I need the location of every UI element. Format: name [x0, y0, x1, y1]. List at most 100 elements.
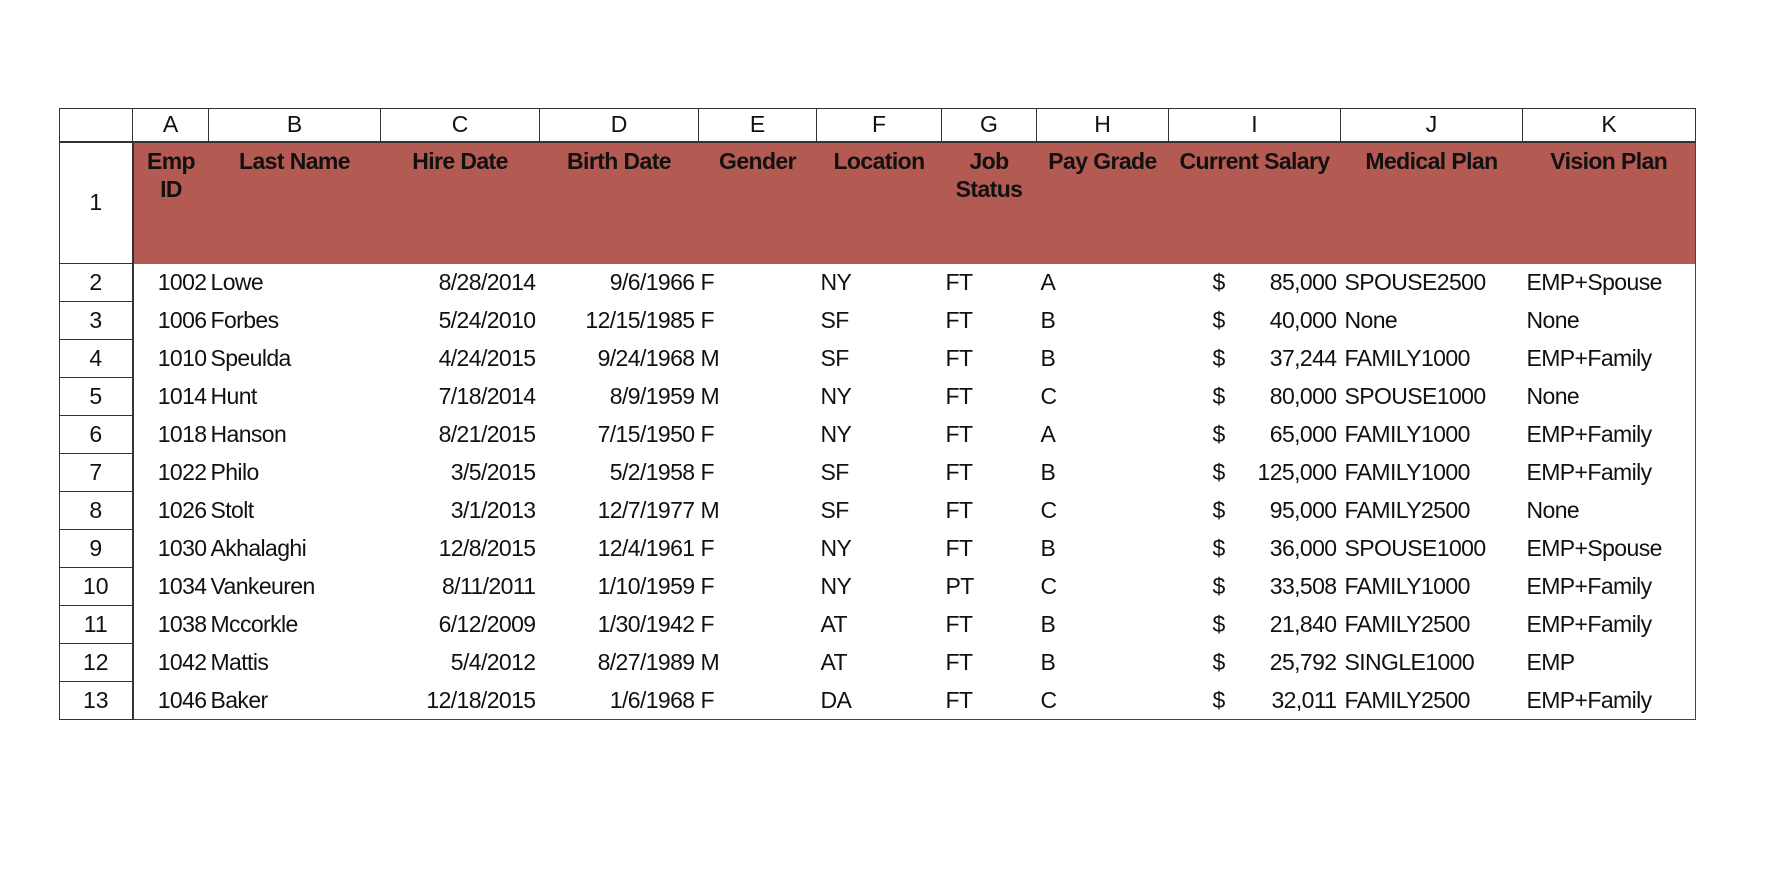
header-cell-emp-id[interactable]: Emp ID — [132, 141, 209, 264]
cell-medical-plan[interactable]: FAMILY1000 — [1344, 421, 1471, 447]
cell-hire-date[interactable]: 8/28/2014 — [438, 269, 537, 295]
cell-medical-plan[interactable]: FAMILY1000 — [1344, 459, 1471, 485]
cell-vision-plan[interactable]: EMP+Family — [1526, 345, 1653, 371]
column-header-j[interactable]: J — [1340, 108, 1523, 143]
row-number[interactable]: 13 — [59, 681, 134, 720]
cell-location[interactable]: SF — [820, 345, 850, 371]
cell-vision-plan[interactable]: None — [1526, 307, 1580, 333]
cell-medical-plan[interactable]: FAMILY2500 — [1344, 611, 1471, 637]
row-number[interactable]: 2 — [59, 263, 134, 302]
cell-job-status[interactable]: FT — [945, 421, 974, 447]
cell-last-name[interactable]: Forbes — [210, 307, 280, 333]
cell-emp-id[interactable]: 1014 — [157, 383, 207, 409]
cell-medical-plan[interactable]: SPOUSE1000 — [1344, 383, 1487, 409]
cell-pay-grade[interactable]: B — [1040, 307, 1056, 333]
cell-last-name[interactable]: Baker — [210, 686, 269, 713]
cell-gender[interactable]: F — [700, 269, 715, 295]
cell-last-name[interactable]: Mccorkle — [210, 611, 299, 637]
cell-medical-plan[interactable]: SPOUSE2500 — [1344, 269, 1487, 295]
cell-gender[interactable]: F — [700, 459, 715, 485]
cell-vision-plan[interactable]: EMP — [1526, 649, 1576, 675]
cell-emp-id[interactable]: 1018 — [157, 421, 207, 447]
cell-vision-plan[interactable]: EMP+Family — [1526, 573, 1653, 599]
column-header-c[interactable]: C — [380, 108, 540, 143]
column-header-i[interactable]: I — [1168, 108, 1341, 143]
cell-current-salary[interactable]: $25,792 — [1169, 644, 1341, 682]
cell-current-salary[interactable]: $40,000 — [1169, 302, 1341, 340]
cell-emp-id[interactable]: 1030 — [157, 535, 207, 561]
cell-emp-id[interactable]: 1010 — [157, 345, 207, 371]
cell-hire-date[interactable]: 12/18/2015 — [426, 686, 536, 713]
cell-location[interactable]: NY — [820, 421, 852, 447]
cell-emp-id[interactable]: 1046 — [157, 686, 207, 713]
cell-hire-date[interactable]: 12/8/2015 — [438, 535, 537, 561]
cell-hire-date[interactable]: 5/24/2010 — [438, 307, 537, 333]
cell-location[interactable]: NY — [820, 573, 852, 599]
cell-current-salary[interactable]: $80,000 — [1169, 378, 1341, 416]
cell-pay-grade[interactable]: B — [1040, 535, 1056, 561]
header-cell-current-salary[interactable]: Current Salary — [1168, 141, 1341, 264]
header-cell-birth-date[interactable]: Birth Date — [539, 141, 699, 264]
cell-medical-plan[interactable]: SINGLE1000 — [1344, 649, 1475, 675]
cell-current-salary[interactable]: $21,840 — [1169, 606, 1341, 644]
cell-job-status[interactable]: FT — [945, 497, 974, 523]
cell-birth-date[interactable]: 12/4/1961 — [597, 535, 696, 561]
row-number[interactable]: 7 — [59, 453, 134, 492]
cell-location[interactable]: NY — [820, 383, 852, 409]
cell-last-name[interactable]: Vankeuren — [210, 573, 316, 599]
cell-gender[interactable]: F — [700, 686, 715, 713]
cell-job-status[interactable]: PT — [945, 573, 975, 599]
header-cell-job-status[interactable]: Job Status — [941, 141, 1037, 264]
cell-job-status[interactable]: FT — [945, 345, 974, 371]
cell-gender[interactable]: F — [700, 611, 715, 637]
cell-emp-id[interactable]: 1042 — [157, 649, 207, 675]
header-cell-location[interactable]: Location — [816, 141, 942, 264]
header-cell-hire-date[interactable]: Hire Date — [380, 141, 540, 264]
cell-current-salary[interactable]: $32,011 — [1169, 682, 1341, 720]
column-header-e[interactable]: E — [698, 108, 817, 143]
cell-emp-id[interactable]: 1022 — [157, 459, 207, 485]
cell-birth-date[interactable]: 7/15/1950 — [597, 421, 696, 447]
cell-vision-plan[interactable]: EMP+Family — [1526, 611, 1653, 637]
cell-birth-date[interactable]: 9/24/1968 — [597, 345, 696, 371]
cell-medical-plan[interactable]: FAMILY1000 — [1344, 345, 1471, 371]
cell-current-salary[interactable]: $65,000 — [1169, 416, 1341, 454]
cell-vision-plan[interactable]: EMP+Family — [1526, 686, 1653, 713]
cell-birth-date[interactable]: 5/2/1958 — [609, 459, 695, 485]
cell-pay-grade[interactable]: A — [1040, 269, 1056, 295]
row-number[interactable]: 9 — [59, 529, 134, 568]
cell-job-status[interactable]: FT — [945, 307, 974, 333]
row-number[interactable]: 3 — [59, 301, 134, 340]
cell-hire-date[interactable]: 6/12/2009 — [438, 611, 537, 637]
cell-gender[interactable]: F — [700, 421, 715, 447]
cell-hire-date[interactable]: 4/24/2015 — [438, 345, 537, 371]
cell-hire-date[interactable]: 5/4/2012 — [450, 649, 536, 675]
column-header-f[interactable]: F — [816, 108, 942, 143]
header-cell-medical-plan[interactable]: Medical Plan — [1340, 141, 1523, 264]
cell-gender[interactable]: F — [700, 573, 715, 599]
cell-pay-grade[interactable]: C — [1040, 383, 1058, 409]
cell-birth-date[interactable]: 1/10/1959 — [597, 573, 696, 599]
cell-hire-date[interactable]: 3/5/2015 — [450, 459, 536, 485]
cell-birth-date[interactable]: 9/6/1966 — [609, 269, 695, 295]
cell-job-status[interactable]: FT — [945, 686, 974, 713]
cell-emp-id[interactable]: 1026 — [157, 497, 207, 523]
cell-location[interactable]: AT — [820, 611, 848, 637]
cell-location[interactable]: SF — [820, 307, 850, 333]
cell-job-status[interactable]: FT — [945, 611, 974, 637]
row-number[interactable]: 6 — [59, 415, 134, 454]
header-cell-pay-grade[interactable]: Pay Grade — [1036, 141, 1169, 264]
cell-birth-date[interactable]: 12/7/1977 — [597, 497, 696, 523]
cell-last-name[interactable]: Philo — [210, 459, 260, 485]
cell-birth-date[interactable]: 12/15/1985 — [585, 307, 695, 333]
cell-hire-date[interactable]: 7/18/2014 — [438, 383, 537, 409]
cell-medical-plan[interactable]: FAMILY1000 — [1344, 573, 1471, 599]
cell-last-name[interactable]: Mattis — [210, 649, 269, 675]
cell-medical-plan[interactable]: SPOUSE1000 — [1344, 535, 1487, 561]
cell-birth-date[interactable]: 8/9/1959 — [609, 383, 695, 409]
cell-pay-grade[interactable]: C — [1040, 497, 1058, 523]
header-cell-last-name[interactable]: Last Name — [208, 141, 381, 264]
cell-gender[interactable]: F — [700, 307, 715, 333]
cell-vision-plan[interactable]: None — [1526, 383, 1580, 409]
cell-birth-date[interactable]: 1/30/1942 — [597, 611, 696, 637]
